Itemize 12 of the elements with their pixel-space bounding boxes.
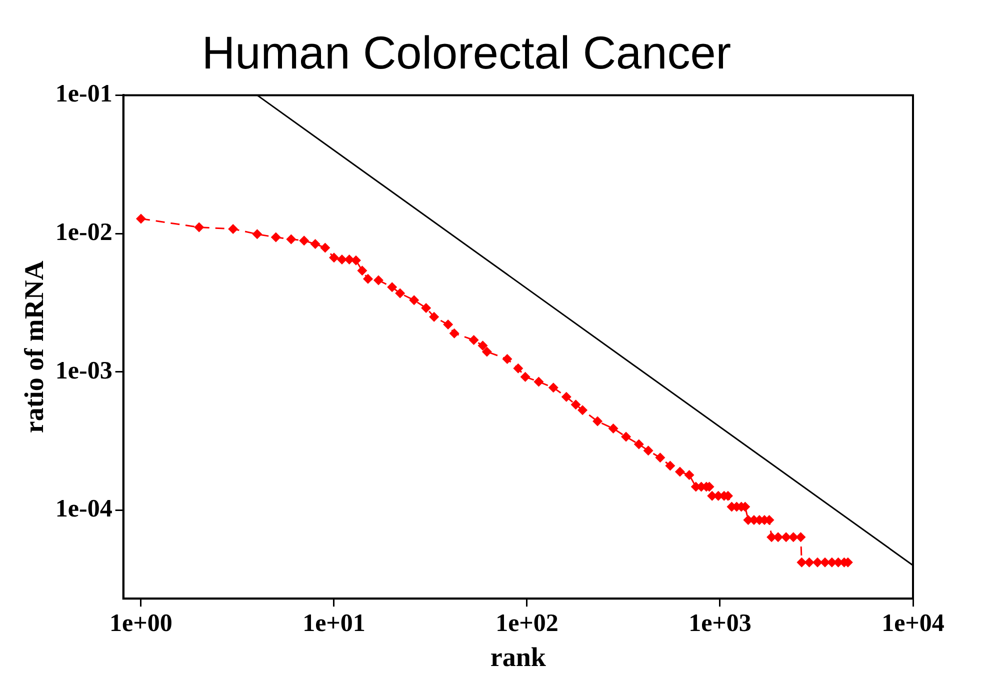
y-tick-label: 1e-04 [55,496,113,523]
x-tick-label: 1e+02 [496,610,558,638]
y-axis-title: ratio of mRNA [19,260,50,434]
y-tick-label: 1e-03 [55,357,112,384]
x-tick-label: 1e+01 [302,610,366,638]
y-tick-label: 1e-01 [55,80,112,108]
y-tick-label: 1e-02 [55,219,112,246]
x-tick-label: 1e+03 [688,610,752,638]
chart-title: Human Colorectal Cancer [202,26,732,78]
x-tick-label: 1e+00 [110,610,172,638]
x-tick-label: 1e+04 [882,610,945,638]
x-axis-title: rank [490,642,546,672]
